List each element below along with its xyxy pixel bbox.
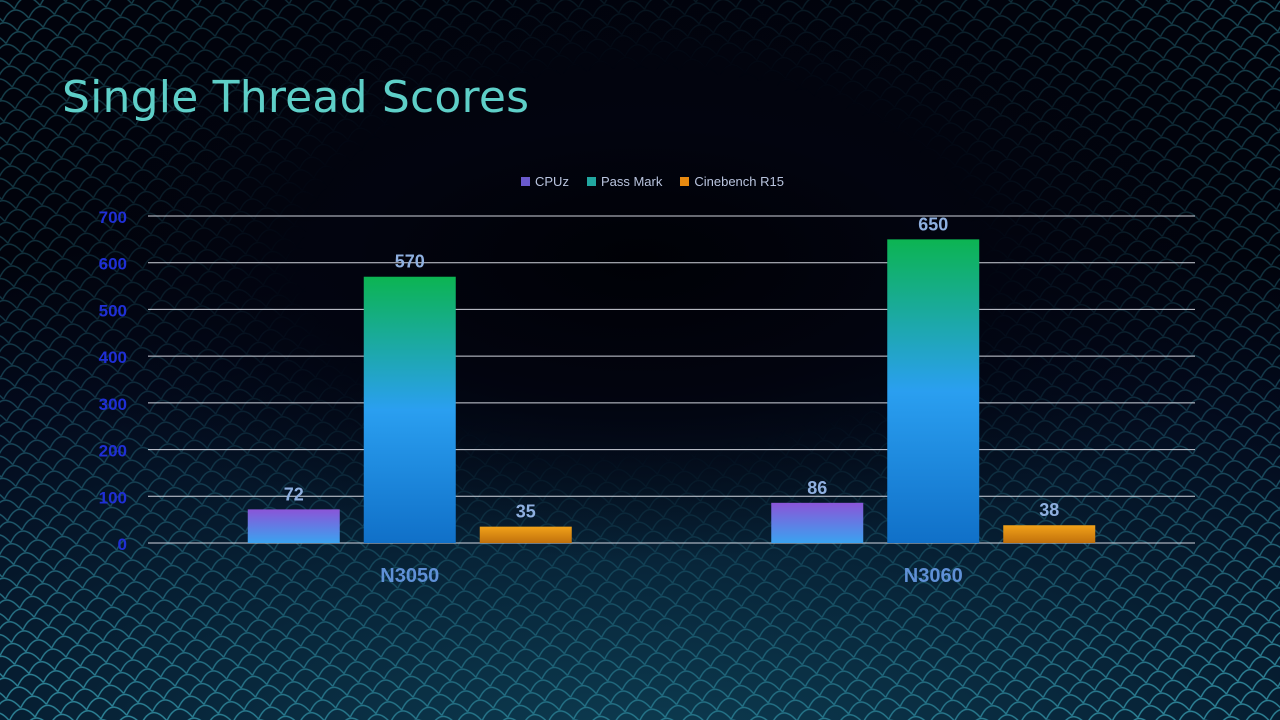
y-tick-label: 100 [99, 488, 127, 507]
data-label: 86 [807, 478, 827, 498]
bar-pass-mark-n3050 [363, 276, 456, 543]
y-tick-label: 200 [99, 442, 127, 461]
legend-item-cinebench-r15: Cinebench R15 [680, 174, 784, 189]
data-label: 35 [516, 502, 536, 522]
data-label: 570 [395, 252, 425, 272]
bar-pass-mark-n3060 [887, 239, 980, 543]
y-tick-label: 700 [99, 208, 127, 227]
bar-cpuz-n3050 [247, 509, 340, 543]
y-tick-label: 500 [99, 301, 127, 320]
legend-label-cpuz: CPUz [535, 174, 569, 189]
y-tick-label: 400 [99, 348, 127, 367]
data-label: 38 [1039, 500, 1059, 520]
y-tick-label: 600 [99, 255, 127, 274]
x-category-label: N3050 [380, 565, 439, 587]
y-tick-label: 300 [99, 395, 127, 414]
slide-title: Single Thread Scores [62, 72, 530, 123]
bar-cinebench-r15-n3050 [479, 526, 572, 543]
legend-swatch-cpuz [521, 177, 530, 186]
legend-swatch-cinebench-r15 [680, 177, 690, 186]
data-label: 72 [284, 484, 304, 504]
y-tick-label: 0 [118, 535, 127, 554]
x-category-label: N3060 [904, 565, 963, 587]
legend-item-pass-mark: Pass Mark [586, 174, 663, 189]
bar-cinebench-r15-n3060 [1003, 525, 1096, 543]
legend-swatch-pass-mark [586, 177, 596, 186]
legend-label-pass-mark: Pass Mark [600, 174, 663, 189]
data-label: 650 [918, 214, 948, 234]
legend: CPUz Pass Mark Cinebench R15 [521, 174, 784, 189]
legend-label-cinebench-r15: Cinebench R15 [694, 174, 784, 189]
bar-cpuz-n3060 [771, 502, 864, 543]
legend-item-cpuz: CPUz [521, 174, 569, 189]
